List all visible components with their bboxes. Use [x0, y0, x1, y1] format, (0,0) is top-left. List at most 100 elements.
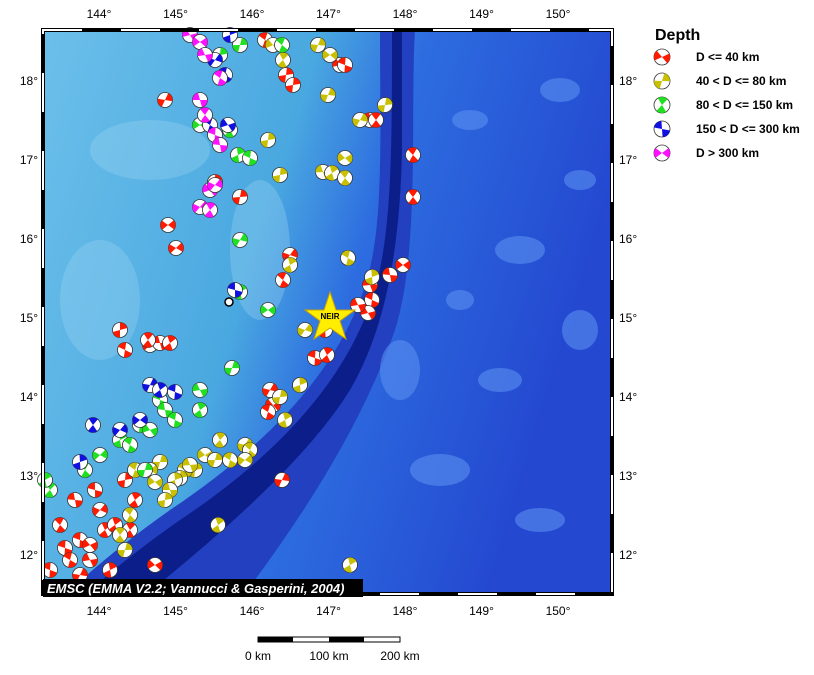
lat-label: 18° [619, 74, 637, 88]
ball-quadrant [103, 562, 117, 578]
ball-quadrant [88, 417, 98, 433]
beachball [67, 492, 83, 508]
ball-quadrant [265, 399, 281, 411]
ball-quadrant [108, 517, 122, 533]
ball-quadrant [231, 147, 245, 163]
lat-label: 13° [20, 469, 38, 483]
ball-quadrant [182, 458, 198, 472]
beachball [202, 202, 218, 218]
beachball [282, 257, 298, 273]
ball-quadrant [112, 322, 128, 338]
lon-label: 147° [316, 604, 341, 618]
ball-quadrant [278, 67, 294, 83]
lon-label: 145° [163, 604, 188, 618]
ball-quadrant [92, 449, 108, 461]
beachball [52, 517, 68, 533]
ball-quadrant [44, 482, 56, 498]
ball-quadrant [153, 382, 167, 398]
ball-quadrant [157, 492, 173, 508]
lat-label: 14° [619, 390, 637, 404]
ball-quadrant [407, 147, 419, 163]
ball-quadrant [656, 96, 668, 114]
lon-label: 148° [393, 604, 418, 618]
ball-quadrant [115, 527, 125, 543]
beachball [157, 92, 173, 108]
beachball [212, 432, 228, 448]
ball-quadrant [338, 57, 352, 73]
beachball [277, 412, 293, 428]
beachball [337, 170, 353, 186]
beachball [274, 37, 290, 53]
ball-bg [368, 112, 384, 128]
beachball [157, 402, 173, 418]
beachball [395, 257, 411, 273]
ball-quadrant [654, 121, 670, 137]
ball-quadrant [63, 552, 77, 568]
ball-quadrant [168, 412, 182, 428]
lat-label: 12° [20, 548, 38, 562]
beachball [272, 167, 288, 183]
beachball [207, 177, 223, 193]
beachball [92, 447, 108, 463]
beachball [237, 452, 253, 468]
beachball [212, 70, 228, 86]
beachball [210, 517, 226, 533]
legend-symbol [653, 144, 671, 162]
scale-bar [257, 636, 401, 643]
ball-quadrant [244, 442, 256, 458]
beachball [162, 335, 178, 351]
ball-quadrant [223, 452, 237, 468]
ball-quadrant [213, 70, 227, 86]
ball-quadrant [307, 350, 323, 366]
ball-quadrant [132, 415, 148, 425]
ball-quadrant [337, 152, 353, 164]
lon-label: 149° [469, 7, 494, 21]
beachball [350, 297, 366, 313]
ball-quadrant [377, 97, 393, 113]
beachball [127, 492, 143, 508]
beachball [275, 52, 291, 68]
lon-label: 150° [546, 7, 571, 21]
ball-bg [405, 189, 421, 205]
beachball [152, 382, 168, 398]
beachball [122, 437, 138, 453]
ball-quadrant [129, 492, 141, 508]
events [37, 27, 421, 583]
station: NEIR [303, 290, 357, 341]
ball-quadrant [178, 462, 192, 478]
beachball [405, 189, 421, 205]
ball-quadrant [207, 53, 223, 67]
beachball [274, 472, 290, 488]
ball-quadrant [243, 150, 257, 166]
ball-quadrant [204, 202, 216, 218]
beachball [342, 557, 358, 573]
beachball [192, 92, 208, 108]
ball-quadrant [653, 50, 671, 64]
ball-quadrant [192, 92, 208, 108]
beachball [340, 250, 356, 266]
ball-quadrant [137, 462, 153, 478]
beachball [224, 360, 240, 376]
lon-label: 149° [469, 604, 494, 618]
ball-quadrant [207, 179, 223, 191]
ball-quadrant [371, 112, 381, 128]
ball-quadrant [297, 323, 313, 337]
ball-quadrant [82, 553, 98, 567]
beachball [102, 562, 118, 578]
lat-label: 12° [619, 548, 637, 562]
beachball [275, 272, 291, 288]
ball-quadrant [237, 454, 253, 466]
lon-label: 147° [316, 7, 341, 21]
ball-quadrant [157, 402, 173, 418]
ball-quadrant [262, 383, 278, 397]
ball-quadrant [283, 257, 297, 273]
beachball [157, 492, 173, 508]
ball-quadrant [207, 452, 223, 468]
legend-symbol [653, 72, 671, 90]
ball-quadrant [147, 559, 163, 571]
ball-quadrant [365, 269, 379, 285]
beachball [260, 302, 276, 318]
beachball [377, 97, 393, 113]
beachball [72, 567, 88, 583]
